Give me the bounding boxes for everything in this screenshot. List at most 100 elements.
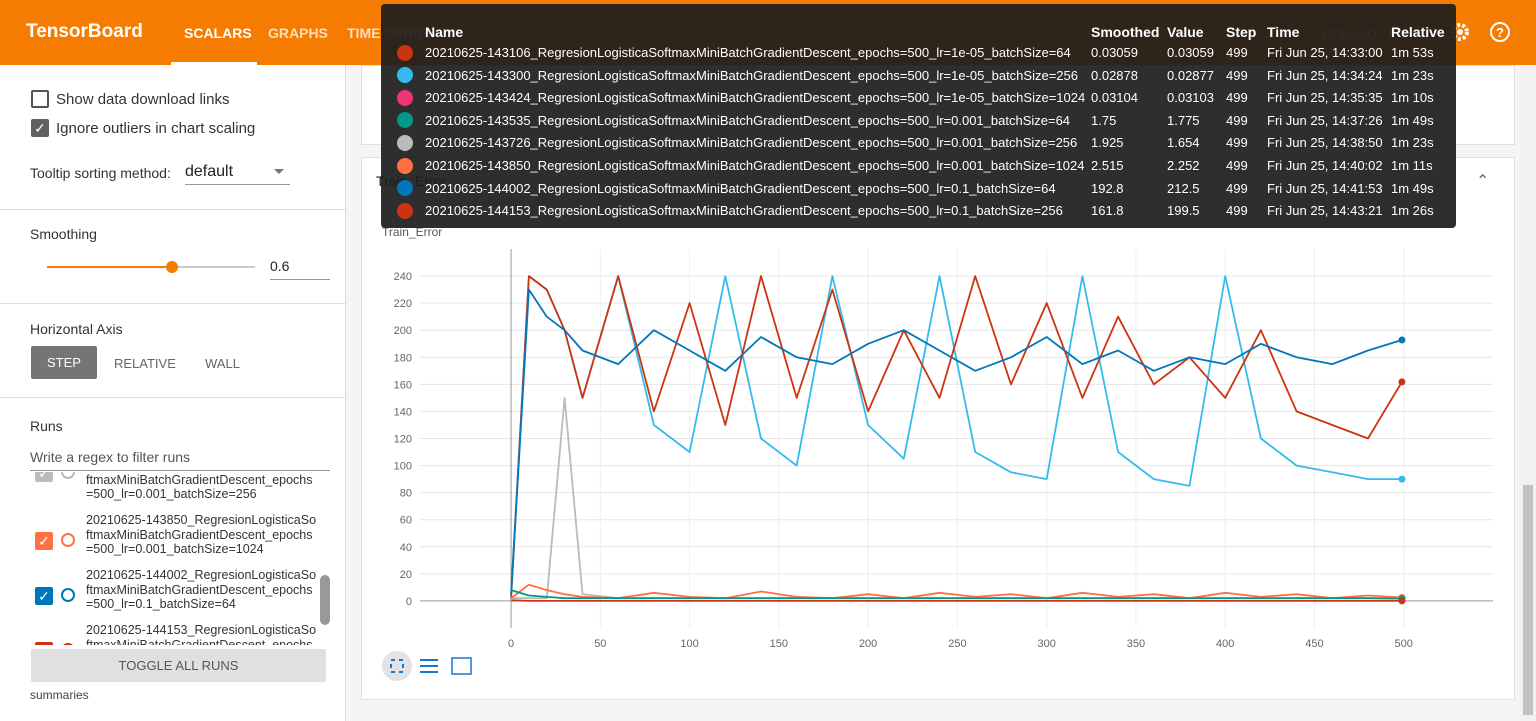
axis-button[interactable]: WALL xyxy=(205,356,240,371)
x-tick-label: 350 xyxy=(1127,638,1145,650)
series-line xyxy=(510,288,1403,595)
x-tick-label: 200 xyxy=(859,638,877,650)
x-tick-label: 250 xyxy=(948,638,966,650)
run-color[interactable] xyxy=(61,588,75,602)
y-tick-label: 100 xyxy=(394,461,412,473)
checkbox-label: Show data download links xyxy=(56,91,230,108)
tooltip-cell: 1m 26s xyxy=(1391,203,1434,219)
tooltip-cell: 0.03103 xyxy=(1167,90,1214,106)
divider xyxy=(0,303,346,304)
slider-thumb[interactable] xyxy=(165,261,178,273)
run-item: ✓ 20210625-143850_RegresionLogisticaSoftm… xyxy=(0,513,340,568)
tooltip-cell: 0.02878 xyxy=(1091,67,1138,83)
tooltip-cell: Fri Jun 25, 14:41:53 xyxy=(1267,180,1383,196)
y-tick-label: 120 xyxy=(394,434,412,446)
tooltip-cell: 0.02877 xyxy=(1167,67,1214,83)
section-label: Runs xyxy=(30,418,63,434)
run-swatch xyxy=(397,112,413,129)
tooltip-cell: 1m 10s xyxy=(1391,90,1434,106)
tooltip-cell: 0.03059 xyxy=(1167,45,1214,60)
y-tick-label: 80 xyxy=(400,488,412,500)
tooltip-cell: 499 xyxy=(1226,90,1248,106)
tooltip-cell: 1m 23s xyxy=(1391,67,1434,83)
tooltip-cell: 20210625-144153_RegresionLogisticaSoftma… xyxy=(425,203,1063,219)
tooltip-cell: 1.654 xyxy=(1167,135,1200,151)
y-tick-label: 0 xyxy=(406,596,412,608)
y-tick-label: 240 xyxy=(394,271,412,283)
tooltip-cell: 499 xyxy=(1226,67,1248,83)
x-tick-label: 300 xyxy=(1037,638,1055,650)
tooltip-cell: Fri Jun 25, 14:38:50 xyxy=(1267,135,1383,151)
run-item: ✓ 20210625-144153_RegresionLogisticaSoftm… xyxy=(0,623,340,645)
divider xyxy=(0,209,346,210)
run-item: ✓ 20210625-143726_RegresionLogisticaSoftm… xyxy=(0,472,340,513)
tooltip-cell: 2.252 xyxy=(1167,158,1200,173)
run-name: 20210625-144153_RegresionLogisticaSoftma… xyxy=(86,623,317,645)
tooltip-cell: 20210625-143850_RegresionLogisticaSoftma… xyxy=(425,158,1085,173)
run-checkbox[interactable]: ✓ xyxy=(35,587,53,605)
run-name: 20210625-143850_RegresionLogisticaSoftma… xyxy=(86,513,317,556)
run-swatch xyxy=(397,44,413,61)
smoothing-input[interactable]: 0.6 xyxy=(270,258,330,280)
plot-area xyxy=(510,275,1406,605)
tooltip-header: Name xyxy=(425,24,464,40)
tooltip-cell: Fri Jun 25, 14:35:35 xyxy=(1267,90,1383,106)
tooltip-cell: 20210625-143726_RegresionLogisticaSoftma… xyxy=(425,135,1078,151)
collapse-icon[interactable]: ⌃ xyxy=(1476,173,1490,190)
y-tick-label: 180 xyxy=(394,352,412,364)
app-title: TensorBoard xyxy=(26,21,143,42)
run-swatch xyxy=(397,157,413,174)
tooltip-cell: 499 xyxy=(1226,158,1248,173)
tab[interactable]: GRAPHS xyxy=(268,25,328,41)
tooltip: Name Smoothed Value Step Time Relative 2021062… xyxy=(381,4,1456,228)
dropdown[interactable]: default xyxy=(185,163,290,185)
run-color[interactable] xyxy=(61,472,75,479)
series-line xyxy=(510,275,1403,599)
divider xyxy=(0,397,346,398)
x-tick-label: 500 xyxy=(1395,638,1413,650)
tooltip-cell: 1m 49s xyxy=(1391,112,1434,128)
tooltip-cell: 20210625-144002_RegresionLogisticaSoftma… xyxy=(425,180,1056,196)
run-checkbox[interactable]: ✓ xyxy=(35,472,53,482)
toggle-button[interactable]: TOGGLE ALL RUNS xyxy=(31,649,326,682)
run-swatch xyxy=(397,202,413,219)
run-checkbox[interactable]: ✓ xyxy=(35,532,53,550)
y-tick-label: 140 xyxy=(394,406,412,418)
filter-input[interactable]: Write a regex to filter runs xyxy=(30,449,330,471)
x-tick-label: 150 xyxy=(770,638,788,650)
run-swatch xyxy=(397,89,413,106)
end-point xyxy=(1398,378,1406,386)
tooltip-cell: 199.5 xyxy=(1167,203,1200,219)
tooltip-cell: Fri Jun 25, 14:34:24 xyxy=(1267,67,1383,83)
end-point xyxy=(1398,336,1406,344)
run-name: 20210625-144002_RegresionLogisticaSoftma… xyxy=(86,568,317,611)
help-icon[interactable]: ? xyxy=(1488,20,1512,44)
end-point xyxy=(1398,597,1406,605)
axis-button[interactable]: STEP xyxy=(31,346,97,379)
tooltip-cell: Fri Jun 25, 14:40:02 xyxy=(1267,158,1383,173)
checkbox[interactable] xyxy=(31,90,49,108)
y-tick-label: 60 xyxy=(400,515,412,527)
series-line xyxy=(511,397,1402,600)
tab[interactable]: SCALARS xyxy=(184,25,252,41)
y-tick-label: 20 xyxy=(400,569,412,581)
tooltip-cell: 1m 49s xyxy=(1391,180,1434,196)
footer-label: summaries xyxy=(30,688,89,702)
axis-button[interactable]: RELATIVE xyxy=(114,356,176,371)
svg-text:?: ? xyxy=(1496,25,1504,40)
tooltip-cell: 192.8 xyxy=(1091,180,1124,196)
y-tick-label: 200 xyxy=(394,325,412,337)
run-name: 20210625-143726_RegresionLogisticaSoftma… xyxy=(86,472,313,502)
section-label: Smoothing xyxy=(30,226,97,242)
tooltip-cell: 20210625-143106_RegresionLogisticaSoftma… xyxy=(425,45,1071,60)
checkbox[interactable]: ✓ xyxy=(31,119,49,137)
tooltip-cell: 20210625-143535_RegresionLogisticaSoftma… xyxy=(425,112,1071,128)
run-color[interactable] xyxy=(61,533,75,547)
tooltip-header: Relative xyxy=(1391,24,1445,40)
run-swatch xyxy=(397,134,413,151)
chart-controls xyxy=(382,651,472,681)
dropdown-value: default xyxy=(185,163,234,180)
tooltip-header: Smoothed xyxy=(1091,24,1160,40)
run-checkbox[interactable]: ✓ xyxy=(35,642,53,645)
tooltip-cell: 1.75 xyxy=(1091,112,1117,128)
